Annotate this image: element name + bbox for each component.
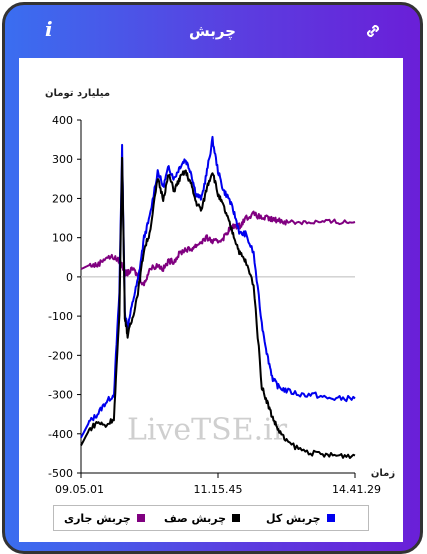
y-tick-label: 400	[52, 114, 73, 127]
chart-card: میلیارد تومان زمان 400 300 200 100 0 -100 -200 -3…	[19, 58, 403, 542]
y-tick-label: -200	[48, 349, 73, 362]
y-tick-label: 0	[66, 271, 73, 284]
chart-legend: چربش جاری چربش صف چربش کل	[53, 505, 369, 531]
header-bar: چربش i	[5, 5, 420, 57]
x-tick-label: 14.41.29	[332, 483, 381, 496]
x-tick-label: 09.05.01	[55, 483, 104, 496]
x-tick-label: 11.15.45	[194, 483, 243, 496]
legend-label-queue: چربش صف	[164, 511, 227, 525]
legend-item-queue[interactable]: چربش صف	[164, 506, 241, 530]
y-axis-label: میلیارد تومان	[45, 88, 110, 99]
legend-label-total: چربش کل	[266, 511, 321, 525]
y-tick-label: -500	[48, 467, 73, 480]
legend-swatch-total	[326, 514, 335, 522]
x-axis-label: زمان	[371, 468, 395, 479]
y-tick-label: -100	[48, 310, 73, 323]
y-tick-label: -400	[48, 428, 73, 441]
y-tick-label: 100	[52, 232, 73, 245]
legend-swatch-current	[136, 514, 145, 522]
y-tick-label: 300	[52, 153, 73, 166]
info-icon[interactable]: i	[45, 17, 53, 41]
page-title: چربش	[189, 22, 236, 40]
legend-item-current[interactable]: چربش جاری	[64, 506, 145, 530]
legend-swatch-queue	[232, 514, 241, 522]
watermark-text: LiveTSE.ir	[127, 413, 288, 448]
legend-label-current: چربش جاری	[64, 511, 131, 525]
legend-item-total[interactable]: چربش کل	[266, 506, 335, 530]
chart-svg: میلیارد تومان زمان 400 300 200 100 0 -100 -200 -3…	[45, 88, 395, 496]
y-tick-label: 200	[52, 192, 73, 205]
link-icon[interactable]	[363, 21, 383, 41]
series-line-1	[80, 156, 356, 459]
y-tick-label: -300	[48, 389, 73, 402]
series-line-2	[80, 210, 356, 287]
